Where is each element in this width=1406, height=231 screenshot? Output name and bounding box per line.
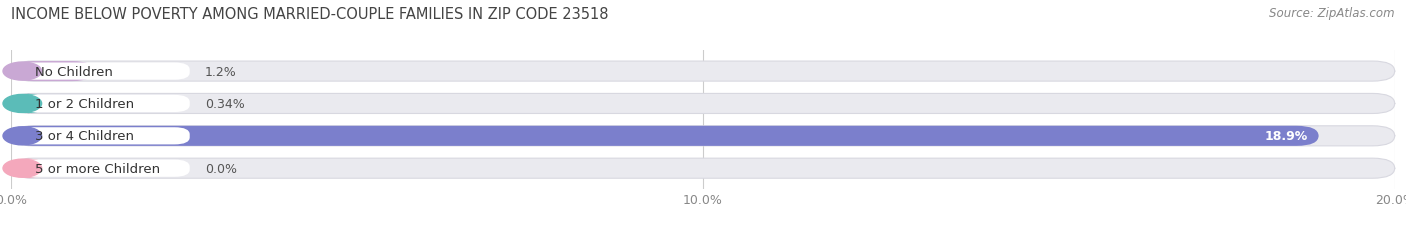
Text: 0.34%: 0.34% [205,97,245,110]
Text: 1 or 2 Children: 1 or 2 Children [35,97,134,110]
FancyBboxPatch shape [11,94,46,114]
Text: 0.0%: 0.0% [205,162,238,175]
FancyBboxPatch shape [13,95,190,112]
FancyBboxPatch shape [11,158,46,179]
Circle shape [3,63,42,81]
FancyBboxPatch shape [11,158,1395,179]
FancyBboxPatch shape [13,63,190,80]
Text: 18.9%: 18.9% [1265,130,1309,143]
Text: Source: ZipAtlas.com: Source: ZipAtlas.com [1270,7,1395,20]
FancyBboxPatch shape [11,62,94,82]
FancyBboxPatch shape [11,126,1395,146]
FancyBboxPatch shape [13,160,190,177]
Text: 1.2%: 1.2% [205,65,236,78]
FancyBboxPatch shape [11,126,1319,146]
Text: No Children: No Children [35,65,112,78]
Text: 3 or 4 Children: 3 or 4 Children [35,130,134,143]
FancyBboxPatch shape [11,62,1395,82]
FancyBboxPatch shape [13,128,190,145]
FancyBboxPatch shape [11,94,1395,114]
Text: 5 or more Children: 5 or more Children [35,162,160,175]
Text: INCOME BELOW POVERTY AMONG MARRIED-COUPLE FAMILIES IN ZIP CODE 23518: INCOME BELOW POVERTY AMONG MARRIED-COUPL… [11,7,609,22]
Circle shape [3,127,42,145]
Circle shape [3,159,42,177]
Circle shape [3,95,42,113]
